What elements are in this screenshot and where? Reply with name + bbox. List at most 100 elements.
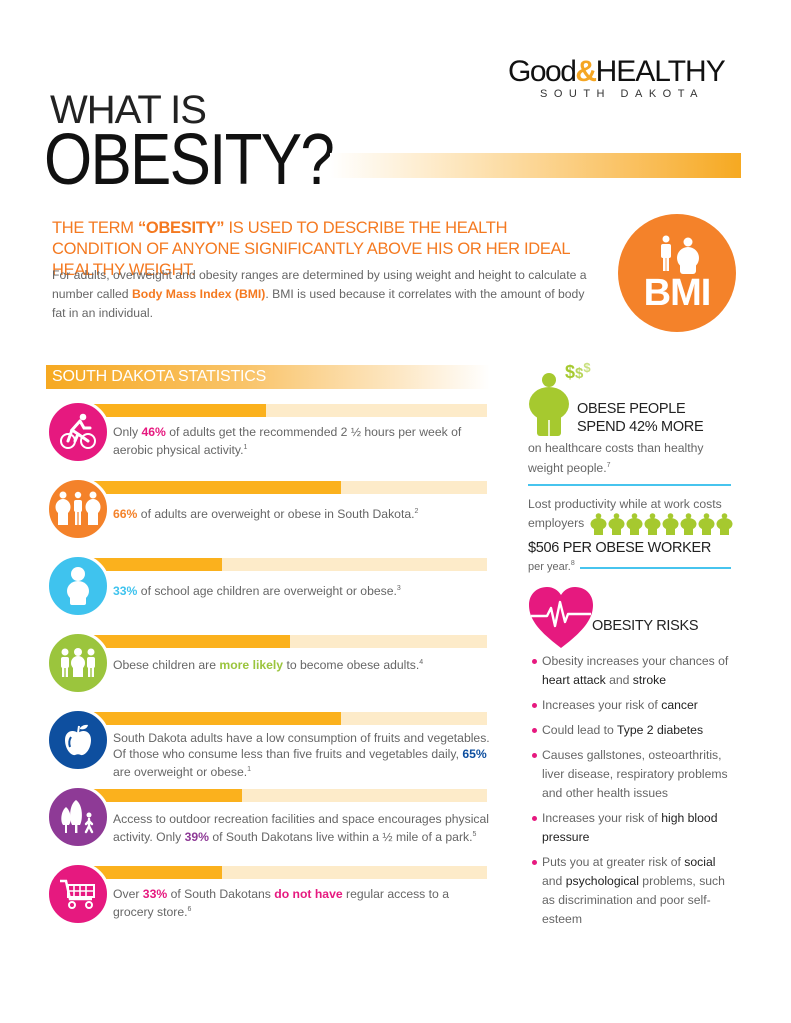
worker-icon: [644, 513, 661, 535]
stat-highlight: 33%: [113, 584, 138, 598]
risk-text: problems, such as discrimination and poo…: [542, 874, 725, 926]
logo-ampersand: &: [575, 55, 597, 88]
good-and-healthy-logo: Good&HEALTHY SOUTH DAKOTA: [508, 55, 748, 101]
cyclist-icon: [60, 413, 96, 449]
bmi-label: BMI: [643, 272, 712, 314]
stat-bar-track: [92, 404, 487, 417]
stat-icon-circle: [46, 708, 110, 772]
risk-item: Increases your risk of cancer: [530, 696, 735, 715]
stat-text: 66% of adults are overweight or obese in…: [113, 504, 493, 522]
stat-text-post: of school age children are overweight or…: [137, 584, 397, 598]
risk-emphasis: social: [684, 855, 716, 869]
stat-text-post: of South Dakotans live within a ½ mile o…: [208, 830, 473, 844]
stat-highlight-2: do not have: [274, 887, 343, 901]
cost-per-worker-headline: $506 PER OBESE WORKER: [528, 540, 712, 556]
stat-highlight: 66%: [113, 507, 138, 521]
bmi-badge: BMI: [618, 214, 736, 332]
body-text: on healthcare costs than healthy weight …: [528, 441, 704, 475]
stat-bar-fill: [92, 404, 266, 417]
risk-text: Increases your risk of: [542, 811, 662, 825]
stat-bar-track: [92, 866, 487, 879]
stat-text-pre: Obese children are: [113, 658, 220, 672]
stat-text-post: regular access to a grocery store.: [113, 887, 449, 919]
stat-highlight: 65%: [462, 747, 487, 761]
park-icon: [61, 800, 94, 834]
risk-text: and: [542, 874, 566, 888]
intro-body-bold: Body Mass Index (BMI): [131, 287, 266, 301]
footnote-ref: 6: [187, 906, 192, 913]
risk-item: Puts you at greater risk of social and p…: [530, 853, 735, 929]
intro-headline-bold: “OBESITY”: [137, 218, 225, 237]
stat-text: South Dakota adults have a low consumpti…: [113, 730, 493, 780]
worker-icon: [608, 513, 625, 535]
obese-workers-icon-row: [590, 513, 733, 535]
risk-text: and: [605, 673, 633, 687]
stat-row-adults-overweight: 66% of adults are overweight or obese in…: [46, 477, 496, 561]
worker-icon: [716, 513, 733, 535]
risk-emphasis: cancer: [661, 698, 698, 712]
title-gradient-bar: [330, 153, 741, 178]
worker-icon: [698, 513, 715, 535]
stat-text: Only 46% of adults get the recommended 2…: [113, 424, 493, 458]
stat-bar-fill: [92, 481, 341, 494]
risk-text: Obesity increases your chances of: [542, 654, 729, 668]
stat-text-pre: Access to outdoor recreation facilities …: [113, 812, 489, 844]
risk-item: Obesity increases your chances of heart …: [530, 652, 735, 690]
page-title: OBESITY?: [44, 120, 335, 200]
obesity-risks-header: OBESITY RISKS: [592, 618, 699, 634]
risk-emphasis: stroke: [632, 673, 666, 687]
divider-line: [580, 567, 731, 569]
logo-healthy: HEALTHY: [595, 55, 726, 88]
per-year-label: per year.: [528, 561, 571, 573]
worker-icon: [680, 513, 697, 535]
risk-text: Increases your risk of: [542, 698, 662, 712]
footnote-ref: 5: [472, 831, 477, 838]
worker-icon: [662, 513, 679, 535]
risk-item: Causes gallstones, osteoarthritis, liver…: [530, 746, 735, 803]
stat-bar-track: [92, 481, 487, 494]
risk-text: Puts you at greater risk of: [542, 855, 685, 869]
stat-bar-track: [92, 635, 487, 648]
worker-icon: [590, 513, 607, 535]
stat-icon-circle: [46, 400, 110, 464]
footnote-ref: 1: [247, 766, 252, 773]
risk-text: Could lead to: [542, 723, 617, 737]
intro-headline-pre: THE TERM: [52, 218, 138, 237]
stat-bar-track: [92, 789, 487, 802]
stat-text: Over 33% of South Dakotans do not have r…: [113, 886, 493, 920]
intro-body-pre: For adults, overweight and obesity range…: [52, 268, 587, 301]
intro-headline-post: IS USED TO DESCRIBE THE HEALTH CONDITION…: [52, 218, 570, 279]
worker-icon: [626, 513, 643, 535]
stat-row-fruits-vegetables: South Dakota adults have a low consumpti…: [46, 708, 496, 792]
stat-text-post: are overweight or obese.: [113, 765, 248, 779]
stat-highlight: 33%: [142, 887, 168, 901]
grocery-cart-icon: [60, 879, 95, 909]
risk-text: Causes gallstones, osteoarthritis, liver…: [542, 748, 728, 800]
stat-icon-circle: [46, 785, 110, 849]
stat-bar-fill: [92, 866, 223, 879]
stat-highlight: 39%: [184, 830, 209, 844]
footnote-ref: 3: [396, 585, 401, 592]
risk-emphasis: heart attack: [542, 673, 606, 687]
footnote-ref: 7: [606, 462, 611, 469]
children-group-icon: [61, 648, 95, 677]
footnote-ref: 1: [243, 444, 248, 451]
intro-body-post: . BMI is used because it correlates with…: [52, 287, 585, 320]
divider-line: [528, 484, 731, 486]
stat-row-park-access: Access to outdoor recreation facilities …: [46, 785, 496, 869]
stat-text-post: of adults get the recommended 2 ½ hours …: [113, 425, 462, 457]
risk-emphasis: psychological: [565, 874, 639, 888]
intro-headline: THE TERM “OBESITY” IS USED TO DESCRIBE T…: [52, 217, 595, 280]
footnote-ref: 2: [414, 508, 419, 515]
stat-text-pre: South Dakota adults have a low consumpti…: [113, 731, 490, 761]
stat-text-post: to become obese adults.: [283, 658, 420, 672]
headline-line-1: OBESE PEOPLE: [577, 401, 686, 417]
stat-row-grocery-access: Over 33% of South Dakotans do not have r…: [46, 862, 496, 946]
section-header-statistics: SOUTH DAKOTA STATISTICS: [46, 365, 490, 389]
title-line-1: WHAT IS: [50, 88, 207, 132]
stat-highlight: more likely: [219, 658, 284, 672]
adults-group-icon: [55, 491, 101, 525]
stat-icon-circle: [46, 477, 110, 541]
per-year-text: per year.8: [528, 560, 575, 573]
stat-bar-fill: [92, 789, 243, 802]
